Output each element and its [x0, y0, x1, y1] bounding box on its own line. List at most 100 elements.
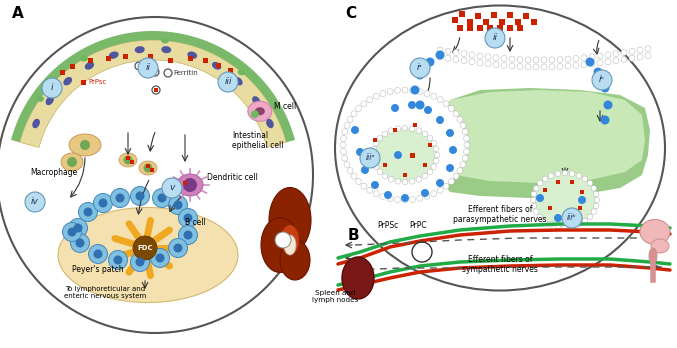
Ellipse shape [266, 119, 274, 128]
Ellipse shape [234, 77, 242, 85]
Bar [383, 163, 387, 167]
Circle shape [42, 78, 62, 98]
Bar [543, 188, 547, 192]
Polygon shape [20, 40, 286, 148]
Ellipse shape [280, 240, 310, 280]
Ellipse shape [69, 134, 101, 156]
Circle shape [341, 149, 347, 155]
Circle shape [431, 191, 437, 197]
Bar [563, 213, 567, 217]
Bar [499, 19, 505, 25]
Circle shape [533, 64, 539, 70]
Circle shape [169, 196, 188, 214]
Bar [507, 12, 512, 18]
Bar [393, 128, 397, 132]
Circle shape [387, 89, 393, 95]
Circle shape [557, 64, 563, 70]
Bar [373, 138, 377, 142]
Circle shape [573, 55, 579, 62]
Circle shape [114, 255, 123, 264]
Bar [428, 143, 432, 147]
Circle shape [426, 57, 435, 66]
Circle shape [445, 55, 451, 61]
Circle shape [531, 203, 537, 209]
Text: i: i [51, 84, 53, 93]
Circle shape [67, 157, 77, 167]
Circle shape [395, 87, 401, 93]
Text: Intestinal
epithelial cell: Intestinal epithelial cell [232, 130, 284, 150]
Circle shape [542, 176, 548, 182]
Circle shape [541, 57, 547, 63]
Circle shape [594, 197, 600, 203]
Ellipse shape [161, 38, 169, 44]
Circle shape [533, 185, 539, 191]
Circle shape [525, 64, 531, 70]
Circle shape [581, 55, 587, 61]
Circle shape [347, 167, 353, 174]
Bar [492, 12, 497, 18]
Circle shape [416, 176, 422, 182]
Circle shape [629, 55, 635, 61]
Circle shape [443, 101, 449, 107]
Ellipse shape [342, 257, 374, 299]
Circle shape [421, 189, 429, 197]
Text: PrPSc: PrPSc [377, 221, 399, 230]
Circle shape [600, 84, 609, 93]
Circle shape [361, 101, 367, 107]
Bar [81, 79, 85, 85]
Circle shape [591, 209, 596, 214]
Circle shape [517, 56, 523, 63]
Bar [148, 54, 152, 58]
Circle shape [361, 166, 369, 174]
Circle shape [408, 101, 416, 109]
Circle shape [457, 167, 463, 174]
Bar [457, 25, 463, 31]
Circle shape [355, 105, 362, 111]
Bar [403, 173, 408, 177]
Ellipse shape [281, 225, 299, 255]
Bar [215, 63, 221, 68]
Text: ii: ii [492, 33, 498, 42]
Circle shape [445, 48, 451, 54]
Circle shape [591, 185, 596, 191]
Bar [467, 25, 473, 31]
Circle shape [70, 234, 89, 253]
Circle shape [582, 218, 588, 224]
Ellipse shape [373, 128, 437, 182]
Bar [577, 206, 582, 210]
Circle shape [462, 129, 468, 135]
Circle shape [183, 230, 192, 239]
Circle shape [410, 86, 420, 95]
Bar [202, 57, 207, 63]
Circle shape [377, 135, 383, 141]
Bar [467, 19, 473, 25]
Ellipse shape [284, 235, 296, 255]
Circle shape [460, 122, 466, 128]
Circle shape [555, 223, 561, 229]
Bar [146, 164, 150, 168]
Circle shape [565, 56, 571, 62]
Circle shape [431, 164, 437, 169]
Circle shape [557, 56, 563, 63]
Ellipse shape [261, 218, 299, 272]
Circle shape [531, 191, 537, 197]
Circle shape [173, 244, 183, 253]
Circle shape [25, 192, 45, 212]
Ellipse shape [188, 52, 197, 59]
Circle shape [131, 187, 150, 206]
Circle shape [562, 224, 568, 230]
Circle shape [437, 54, 443, 60]
Circle shape [597, 53, 603, 59]
Circle shape [469, 59, 475, 65]
Circle shape [424, 90, 430, 97]
Circle shape [422, 173, 428, 179]
Circle shape [179, 208, 198, 228]
Circle shape [383, 131, 388, 137]
Ellipse shape [109, 52, 118, 59]
Ellipse shape [248, 101, 272, 121]
Ellipse shape [80, 55, 88, 62]
Circle shape [387, 195, 393, 201]
Circle shape [173, 200, 183, 209]
Bar [154, 88, 158, 92]
Circle shape [410, 87, 416, 93]
